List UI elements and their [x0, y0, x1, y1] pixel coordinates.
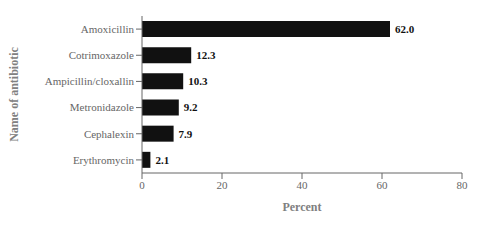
svg-text:Amoxicillin: Amoxicillin — [81, 23, 135, 35]
svg-text:7.9: 7.9 — [179, 128, 193, 140]
svg-text:40: 40 — [297, 179, 309, 191]
svg-text:80: 80 — [457, 179, 469, 191]
svg-text:0: 0 — [139, 179, 145, 191]
svg-text:20: 20 — [217, 179, 229, 191]
svg-text:62.0: 62.0 — [395, 23, 415, 35]
svg-text:Ampicillin/cloxallin: Ampicillin/cloxallin — [45, 75, 135, 87]
svg-text:Metronidazole: Metronidazole — [70, 101, 134, 113]
svg-text:2.1: 2.1 — [155, 154, 169, 166]
svg-text:Percent: Percent — [282, 200, 321, 214]
svg-text:12.3: 12.3 — [196, 49, 216, 61]
svg-text:Cephalexin: Cephalexin — [84, 128, 135, 140]
svg-text:10.3: 10.3 — [188, 75, 208, 87]
svg-text:Cotrimoxazole: Cotrimoxazole — [69, 49, 134, 61]
svg-text:9.2: 9.2 — [184, 101, 198, 113]
svg-text:60: 60 — [377, 179, 389, 191]
svg-text:Name of antibiotic: Name of antibiotic — [8, 47, 21, 142]
svg-text:Erythromycin: Erythromycin — [73, 154, 135, 166]
